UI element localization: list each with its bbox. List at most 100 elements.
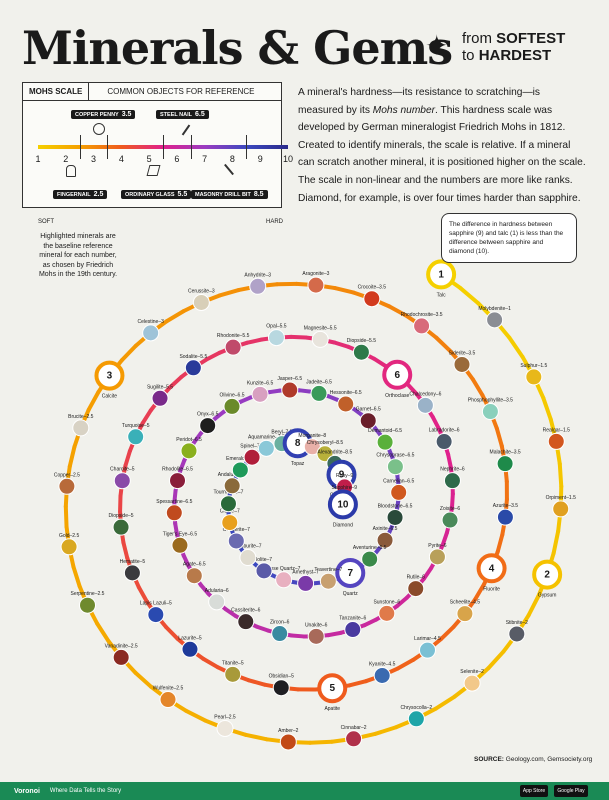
mineral-swatch	[390, 483, 408, 501]
mineral-swatch	[180, 442, 198, 460]
spiral-segment	[136, 585, 149, 604]
mineral-label: Peridot–6.5	[176, 437, 202, 443]
object-tag-copper-penny: COPPER PENNY 3.5	[71, 110, 136, 119]
mineral-swatch	[279, 733, 297, 751]
mineral-label: Sunstone–6	[373, 599, 400, 605]
mineral-point: Rhodolite–6.5	[162, 467, 193, 490]
mineral-point: Molybdenite–1	[478, 306, 511, 329]
mineral-label: Amethyst–7	[292, 569, 319, 575]
mineral-swatch	[307, 627, 325, 645]
mineral-swatch	[199, 417, 217, 435]
mineral-label: Ruby–9	[336, 473, 353, 479]
mineral-point: Gold–2.5	[59, 533, 79, 556]
mineral-point: Agate–6.5	[183, 562, 206, 585]
mineral-label: Danburite–7	[234, 544, 261, 550]
mineral-swatch	[352, 343, 370, 361]
spiral-segment	[326, 630, 343, 638]
mineral-point: Danburite–7	[234, 544, 262, 567]
mineral-label: Pearl–2.5	[214, 714, 236, 720]
scale-number-10: 10	[282, 154, 293, 164]
mineral-point: Orpiment–1.5	[546, 495, 577, 518]
mineral-label: Scheelite–4.5	[450, 600, 481, 606]
mineral-point: Scheelite–4.5	[450, 600, 481, 623]
mineral-label: Chrysoprase–6.5	[376, 453, 414, 459]
spiral-segment	[526, 593, 541, 618]
spiral-segment	[86, 390, 101, 412]
mineral-label: Stibnite–2	[506, 620, 528, 626]
reference-rank-label: 7	[347, 568, 353, 579]
mineral-swatch	[251, 385, 269, 403]
spiral-segment	[289, 334, 308, 340]
reference-rank-label: 3	[107, 371, 113, 382]
mineral-swatch	[361, 550, 379, 568]
mineral-swatch	[169, 472, 187, 490]
mineral-label: Jadeite–6.5	[306, 379, 332, 385]
mineral-point: Adularia–6	[205, 588, 229, 611]
mineral-swatch	[112, 518, 130, 536]
subtitle-prefix-1: from	[462, 30, 497, 47]
mineral-swatch	[184, 359, 202, 377]
mineral-swatch	[275, 571, 293, 589]
mineral-point: Peridot–6.5	[176, 437, 202, 460]
mineral-label: Chrysocolla–2	[401, 705, 433, 711]
mineral-swatch	[319, 572, 337, 590]
mineral-swatch	[297, 574, 315, 592]
mineral-swatch	[453, 355, 471, 373]
mineral-point: Copper–2.5	[54, 472, 80, 495]
reference-name-label: Quartz	[343, 591, 359, 597]
mineral-swatch	[255, 562, 273, 580]
mineral-label: Olivine–6.5	[219, 392, 244, 398]
mineral-label: Larimar–4.5	[414, 636, 441, 642]
mineral-point: Chrysocolla–2	[401, 705, 433, 728]
mineral-swatch	[271, 625, 289, 643]
mineral-point: Unakite–6	[305, 622, 328, 645]
source-note: SOURCE: Geology.com, Gemsociety.org	[474, 756, 593, 763]
penny-icon	[93, 123, 105, 135]
mineral-point: Labradorite–6	[429, 428, 460, 451]
mineral-point: Sodalite–5.5	[179, 354, 207, 377]
google-play-badge[interactable]: Google Play	[554, 785, 588, 797]
spiral-segment	[204, 350, 222, 362]
spiral-segment	[434, 335, 452, 353]
mineral-point: Realgar–1.5	[543, 427, 570, 450]
mineral-point: Emerald–7.5	[226, 456, 255, 479]
spiral-segment	[332, 286, 356, 295]
spiral-segment	[362, 617, 378, 628]
mineral-swatch	[151, 389, 169, 407]
mineral-label: Cinnabar–2	[341, 725, 367, 731]
scale-number-3: 3	[91, 154, 97, 164]
brand-logo[interactable]: Voronoi	[14, 787, 40, 795]
mineral-label: Serpentine–2.5	[71, 591, 105, 597]
mineral-swatch	[79, 596, 97, 614]
mineral-swatch	[224, 665, 242, 683]
mineral-swatch	[428, 548, 446, 566]
app-store-badge[interactable]: App Store	[520, 785, 548, 797]
mineral-swatch	[192, 293, 210, 311]
mineral-point: Jasper–6.5	[277, 376, 302, 399]
object-tag-ordinary-glass: ORDINARY GLASS 5.5	[121, 190, 192, 199]
mineral-label: Demantoid–6.5	[368, 428, 402, 434]
mineral-swatch	[496, 508, 514, 526]
mineral-swatch	[418, 641, 436, 659]
mineral-label: Onyx–6.5	[197, 412, 219, 418]
mineral-label: Labradorite–6	[429, 428, 460, 434]
spiral-segment	[71, 564, 82, 589]
scale-number-5: 5	[146, 154, 152, 164]
mineral-swatch	[311, 330, 329, 348]
reference-ring	[426, 259, 457, 290]
spiral-segment	[133, 670, 154, 689]
mineral-label: Obsidian–5	[269, 674, 295, 680]
mineral-label: Brucite–2.5	[68, 414, 94, 420]
reference-name-label: Orthoclase	[385, 393, 409, 399]
spiral-segment	[140, 408, 153, 426]
spiral-segment	[433, 694, 457, 711]
mineral-label: Orpiment–1.5	[546, 495, 577, 501]
mineral-swatch	[113, 472, 131, 490]
spiral-segment	[373, 725, 399, 736]
intro-paragraph: A mineral's hardness—its resistance to s…	[298, 87, 586, 204]
mineral-point: Zoisite–6	[440, 506, 460, 529]
page-title: Minerals & Gems	[22, 21, 453, 75]
mineral-swatch	[249, 277, 267, 295]
mineral-label: Alexandrite–8.5	[318, 449, 353, 455]
reference-mineral-7: Quartz 7	[335, 558, 366, 597]
